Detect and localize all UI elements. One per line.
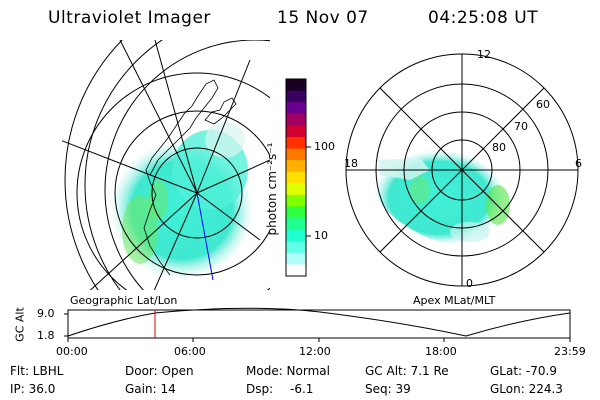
island-outline	[204, 97, 237, 125]
coastline	[143, 79, 219, 276]
sequence-status: Seq: 39	[365, 382, 411, 396]
colorbar-label: photon cm⁻²s⁻¹	[265, 142, 279, 236]
time-tick-0600: 06:00	[174, 345, 206, 358]
altitude-tick-max: 9.0	[37, 307, 55, 320]
gain-status: Gain: 14	[125, 382, 176, 396]
ip-status: IP: 36.0	[10, 382, 56, 396]
time-tick-1200: 12:00	[299, 345, 331, 358]
altitude-curve	[67, 307, 571, 337]
colorbar-segment	[286, 264, 306, 277]
observation-time: 04:25:08 UT	[428, 8, 539, 28]
colorbar-segment	[286, 183, 306, 196]
mlat-label-60: 60	[536, 98, 550, 111]
glat-status: GLat: -70.9	[490, 364, 557, 378]
colorbar-segment	[286, 229, 306, 242]
mlt-label-6: 6	[575, 157, 582, 170]
colorbar-segment	[286, 90, 306, 103]
mlt-label-0: 0	[466, 277, 473, 290]
colorbar-segment	[286, 252, 306, 265]
colorbar-tick-100: 100	[314, 140, 335, 153]
colorbar-segment	[286, 79, 306, 92]
altitude-plot	[64, 307, 571, 342]
colorbar-segment	[286, 113, 306, 126]
colorbar-segment	[286, 241, 306, 254]
door-status: Door: Open	[125, 364, 194, 378]
gc-altitude-status: GC Alt: 7.1 Re	[365, 364, 449, 378]
geo-grid	[62, 40, 270, 290]
mode-status: Mode: Normal	[246, 364, 330, 378]
instrument-title: Ultraviolet Imager	[48, 8, 211, 28]
polar-map	[345, 53, 579, 287]
colorbar-segment	[286, 194, 306, 207]
colorbar-segment	[286, 148, 306, 161]
geographic-map	[62, 40, 270, 290]
altitude-tick-min: 1.8	[37, 329, 55, 342]
mlat-label-80: 80	[492, 141, 506, 154]
time-tick-2359: 23:59	[554, 345, 586, 358]
colorbar-segment	[286, 206, 306, 219]
colorbar-segment	[286, 125, 306, 138]
altitude-axis-label: GC Alt	[13, 307, 27, 342]
colorbar-segment	[286, 102, 306, 115]
colorbar-segment	[286, 136, 306, 150]
glon-status: GLon: 224.3	[490, 382, 563, 396]
time-axis-ticks	[67, 338, 571, 342]
geographic-caption: Geographic Lat/Lon	[70, 294, 178, 307]
dsp-value: -6.1	[290, 382, 314, 396]
colorbar	[285, 78, 311, 277]
mlat-label-70: 70	[514, 120, 528, 133]
geo-auroral-emission	[110, 122, 254, 280]
colorbar-segment	[286, 218, 306, 231]
colorbar-tick-10: 10	[314, 229, 328, 242]
apex-caption: Apex MLat/MLT	[413, 294, 496, 307]
mlt-label-12: 12	[477, 48, 491, 61]
colorbar-segment	[286, 171, 306, 184]
time-tick-1800: 18:00	[425, 345, 457, 358]
polar-grid	[345, 53, 579, 287]
colorbar-segment	[286, 160, 306, 173]
magnetic-meridian	[196, 192, 214, 281]
time-tick-0000: 00:00	[56, 345, 88, 358]
observation-date: 15 Nov 07	[277, 8, 369, 28]
dsp-label: Dsp:	[246, 382, 274, 396]
mlt-label-18: 18	[344, 157, 358, 170]
filter-status: Flt: LBHL	[10, 364, 64, 378]
